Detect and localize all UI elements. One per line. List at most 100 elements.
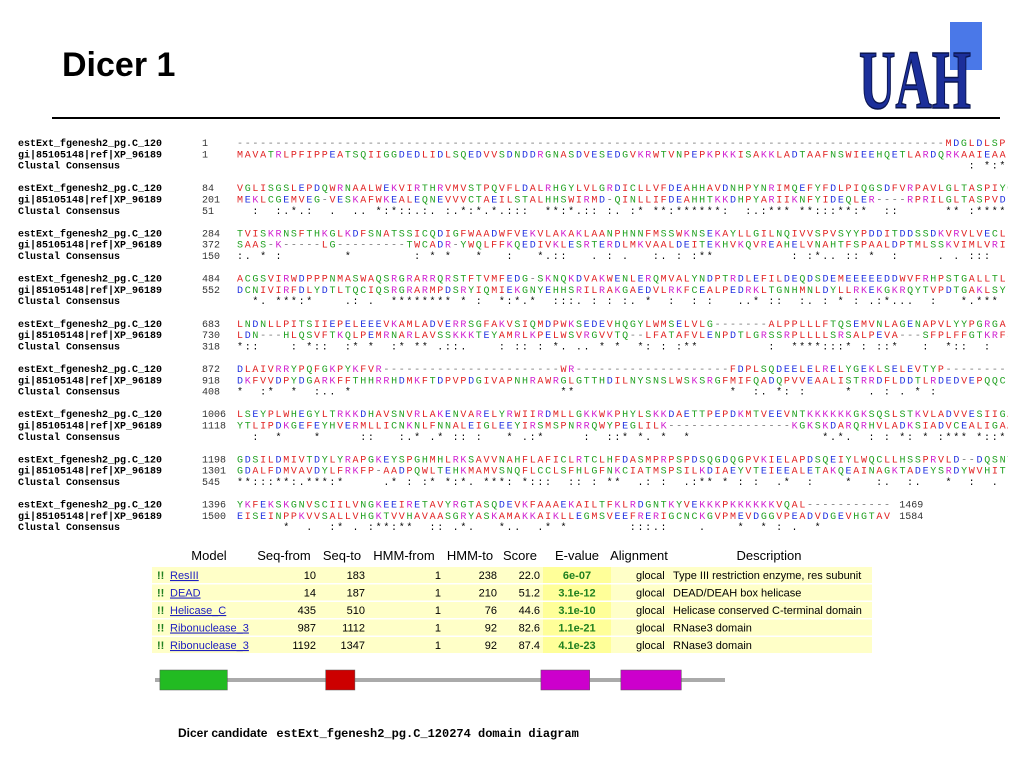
sequence-line: DCNIVIRFDLYDTLTQCIQSRGRARMPDSRYIQMIEKGNY…: [237, 286, 1024, 297]
start-position: 1198: [202, 455, 226, 466]
sequence-name: gi|85105148|ref|XP_96189: [18, 421, 162, 433]
sequence-line: YKFEKSKGNVSCIILVNGKEEIRETAVYRGTASQDEVKFA…: [237, 501, 892, 512]
sequence-name: gi|85105148|ref|XP_96189: [18, 149, 162, 161]
sequence-line: DKFVVDPYDGARKFFTHHRRHDMKFTDPVPDGIVAPNHRA…: [237, 376, 1024, 387]
cell: 510: [347, 605, 365, 617]
cell: 87.4: [519, 640, 540, 652]
domain-box: [620, 669, 682, 691]
sequence-name: gi|85105148|ref|XP_96189: [18, 195, 162, 207]
sequence-name: estExt_fgenesh2_pg.C_120: [18, 274, 162, 286]
start-position: 1396: [202, 501, 226, 512]
start-position: 1006: [202, 410, 226, 421]
sequence-name: gi|85105148|ref|XP_96189: [18, 285, 162, 297]
model-link[interactable]: ResIII: [170, 570, 199, 582]
sequence-line: EISEINPPKVVSALLVHGKTVVHAVAASGRYASKAMAKKA…: [237, 512, 892, 523]
sequence-line: ACGSVIRWDPPPNMASWAQSRGRARRQRSTFTVMFEDG-S…: [237, 275, 1024, 286]
start-position: 1118: [202, 422, 226, 433]
start-position: 1: [202, 139, 208, 150]
start-position: 1500: [202, 512, 226, 523]
cell: 51.2: [519, 588, 540, 600]
sequence-name: Clustal Consensus: [18, 251, 120, 263]
sequence-name: Clustal Consensus: [18, 432, 120, 444]
evalue: 1.1e-21: [558, 623, 595, 635]
cell: glocal: [636, 640, 665, 652]
start-position: 84: [202, 184, 214, 195]
caption: Dicer candidate estExt_fgenesh2_pg.C_120…: [178, 724, 579, 741]
cell: 187: [347, 588, 365, 600]
start-position: 1: [202, 150, 208, 161]
start-position: 918: [202, 376, 220, 387]
cell: 1: [435, 588, 441, 600]
start-position: 408: [202, 388, 220, 399]
cell: 1: [435, 623, 441, 635]
consensus-line: **:::**:.***:* .* : :* *:*. ***: *::: ::…: [237, 477, 1024, 489]
column-header: Score: [503, 548, 537, 563]
column-header: Seq-from: [257, 548, 310, 563]
logo-square: [950, 22, 982, 70]
start-position: 545: [202, 478, 220, 489]
start-position: 318: [202, 342, 220, 353]
table-row: [152, 602, 872, 618]
cell: 1192: [292, 640, 316, 652]
start-position: 201: [202, 196, 220, 207]
model-link[interactable]: Helicase_C: [170, 605, 226, 617]
sequence-line: GDSILDMIVTDYLYRAPGKEYSPGHMHLRKSAVVNAHFLA…: [237, 455, 1024, 466]
cell: 10: [304, 570, 316, 582]
start-position: 372: [202, 241, 220, 252]
sequence-line: GDALFDMVAVDYLFRKFP-AADPQWLTEHKMAMVSNQFLC…: [237, 467, 1024, 478]
sequence-name: gi|85105148|ref|XP_96189: [18, 511, 162, 523]
caption-label: Dicer candidate: [178, 726, 268, 740]
sequence-name: Clustal Consensus: [18, 161, 120, 173]
significance-flag: !!: [157, 640, 164, 652]
model-link[interactable]: Ribonuclease_3: [170, 623, 249, 635]
caption-id: estExt_fgenesh2_pg.C_120274 domain diagr…: [276, 727, 578, 741]
column-header: E-value: [555, 548, 599, 563]
evalue: 6e-07: [563, 570, 591, 582]
column-header: Description: [736, 548, 801, 563]
significance-flag: !!: [157, 605, 164, 617]
start-position: 150: [202, 252, 220, 263]
table-row: [152, 567, 872, 583]
evalue-cell: [543, 619, 611, 636]
end-position: 1584: [899, 512, 923, 523]
domain-box: [159, 669, 228, 691]
sequence-name: estExt_fgenesh2_pg.C_120: [18, 228, 162, 240]
sequence-line: LSEYPLWHEGYLTRKKDHAVSNVRLAKENVARELYRWIIR…: [237, 410, 1024, 421]
sequence-line: LDN---HLQSVFTKQLPEMRNARLAVSSKKKTEYAMRLKP…: [237, 331, 1024, 342]
sequence-line: DLAIVRRYPQFGKPYKFVR---------------------…: [237, 365, 1024, 376]
sequence-name: estExt_fgenesh2_pg.C_120: [18, 364, 162, 376]
sequence-name: Clustal Consensus: [18, 387, 120, 399]
slide-title: Dicer 1: [62, 46, 175, 84]
evalue-cell: [543, 602, 611, 618]
cell: 1: [435, 570, 441, 582]
model-link[interactable]: DEAD: [170, 588, 201, 600]
cell: 22.0: [519, 570, 540, 582]
model-link[interactable]: Ribonuclease_3: [170, 640, 249, 652]
cell: 1: [435, 640, 441, 652]
evalue-cell: [543, 637, 611, 653]
consensus-line: *. ***:* .: . ******** * : *:*.* :::. : …: [237, 296, 1024, 308]
sequence-name: Clustal Consensus: [18, 522, 120, 534]
sequence-line: MEKLCGEMVEG-VESKAFWKEALEQNEVVVCTAEILSTAL…: [237, 196, 1024, 207]
consensus-line: : * * :: :.* .* :: : * .:* : ::* *. * * …: [237, 432, 1024, 444]
consensus-line: :. * : * : * * * : *.:: . : . :. : :** :…: [237, 251, 1024, 263]
cell: 210: [479, 588, 497, 600]
domain-box: [540, 669, 590, 691]
cell: 435: [298, 605, 316, 617]
start-position: 552: [202, 286, 220, 297]
cell: glocal: [636, 588, 665, 600]
consensus-line: * :* * :.. * ** * :. *: : * . : . * :: [237, 387, 938, 399]
table-row: [152, 637, 872, 653]
cell: 987: [298, 623, 316, 635]
start-position: 872: [202, 365, 220, 376]
sequence-name: Clustal Consensus: [18, 341, 120, 353]
sequence-line: YTLIPDKGEFEYHVERMLLICNKNLFNNALEIGLEEYIRS…: [237, 422, 1024, 433]
domain-table: Model Seq-from Seq-to HMM-from HMM-to Score E-…: [152, 548, 872, 653]
cell: 1112: [342, 623, 365, 635]
consensus-line: * . :* . :**:** :: .*. *.. .* * :::.: . …: [237, 522, 822, 534]
cell: Helicase conserved C-terminal domain: [673, 605, 862, 617]
cell: 76: [485, 605, 497, 617]
start-position: 683: [202, 320, 220, 331]
cell: Type III restriction enzyme, res subunit: [673, 570, 861, 582]
